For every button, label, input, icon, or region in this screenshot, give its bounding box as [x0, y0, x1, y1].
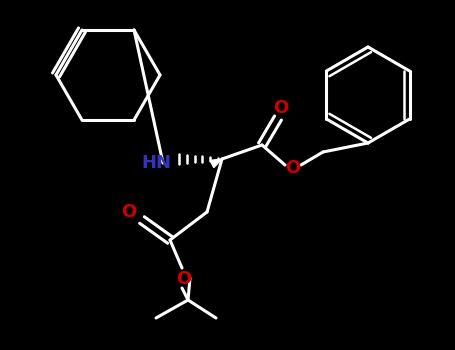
Text: O: O [121, 203, 136, 221]
Text: O: O [177, 270, 192, 288]
Polygon shape [210, 159, 222, 168]
Text: O: O [273, 99, 288, 117]
Text: HN: HN [141, 154, 171, 172]
Text: O: O [285, 159, 301, 177]
